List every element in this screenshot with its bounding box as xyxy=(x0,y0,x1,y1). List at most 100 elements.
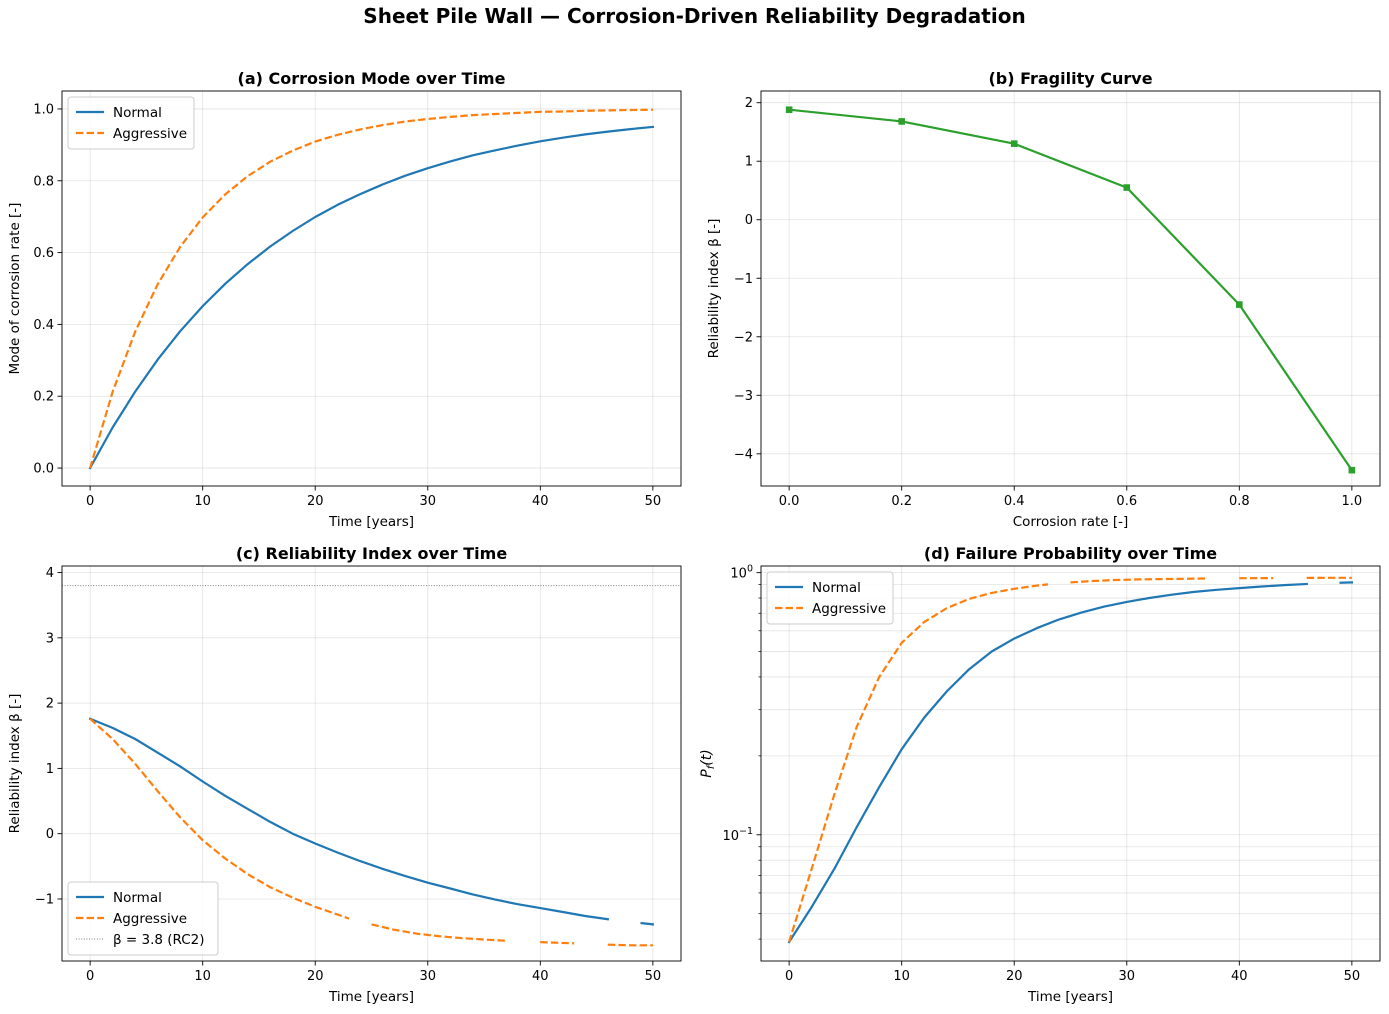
y-tick-label: −2 xyxy=(734,330,753,345)
x-tick-label: 0.4 xyxy=(1004,494,1025,509)
legend-label: Aggressive xyxy=(812,601,886,617)
series-line-aggressive-1 xyxy=(1070,577,1206,584)
y-axis-label: Reliability index β [-] xyxy=(706,219,722,359)
x-tick-label: 30 xyxy=(419,969,436,984)
legend-label: Normal xyxy=(812,580,861,596)
x-axis-label: Corrosion rate [-] xyxy=(1013,514,1129,530)
data-point-marker xyxy=(1010,140,1018,147)
x-tick-label: 0.6 xyxy=(1116,494,1137,509)
y-axis-label: Pf(t) xyxy=(699,749,717,777)
x-tick-label: 20 xyxy=(1006,969,1023,984)
data-point-marker xyxy=(785,106,793,114)
x-tick-label: 0 xyxy=(86,969,94,984)
legend-box xyxy=(67,881,219,956)
y-tick-label: 0 xyxy=(745,213,753,228)
x-tick-label: 40 xyxy=(1231,969,1248,984)
x-tick-label: 30 xyxy=(419,494,436,509)
x-tick-label: 10 xyxy=(194,494,211,509)
x-tick-label: 20 xyxy=(307,494,324,509)
y-tick-label: 2 xyxy=(745,96,753,111)
x-tick-label: 30 xyxy=(1118,969,1135,984)
y-tick-label: −1 xyxy=(35,892,54,907)
legend-box xyxy=(766,571,894,625)
series-line-fragility-0 xyxy=(787,108,1354,472)
x-tick-label: 0 xyxy=(785,969,793,984)
x-tick-label: 10 xyxy=(893,969,910,984)
legend-label: β = 3.8 (RC2) xyxy=(113,932,205,948)
chart-a: 0 10 20 30 40 50 0.0 0.2 0.4 0.6 0.8 1.0 (a) Corrosi… xyxy=(7,69,682,530)
x-axis-label: Time [years] xyxy=(328,514,414,530)
y-tick-label: 0 xyxy=(46,827,54,842)
x-tick-label: 0.0 xyxy=(779,494,800,509)
x-tick-label: 0.8 xyxy=(1229,494,1250,509)
axes-frame xyxy=(61,565,682,962)
y-tick-label: 1 xyxy=(745,155,753,170)
data-point-marker xyxy=(898,118,905,125)
legend: Normal Aggressive β = 3.8 (RC2) xyxy=(67,881,219,956)
x-tick-label: 1.0 xyxy=(1342,494,1363,509)
series-group xyxy=(88,717,655,947)
x-tick-label: 50 xyxy=(645,494,662,509)
series-line-aggressive-3 xyxy=(607,943,653,947)
x-tick-label: 0 xyxy=(86,494,94,509)
chart-title: (b) Fragility Curve xyxy=(988,69,1152,88)
y-axis-label: Mode of corrosion rate [-] xyxy=(7,203,23,375)
y-tick-label: 1.0 xyxy=(33,102,54,117)
y-tick-label: 0.4 xyxy=(33,318,54,333)
axes-frame xyxy=(760,565,1381,962)
data-point-marker xyxy=(1348,466,1356,474)
series-line-normal-0 xyxy=(88,717,610,921)
series-group xyxy=(787,576,1354,944)
chart-title: (a) Corrosion Mode over Time xyxy=(238,69,506,88)
x-tick-label: 20 xyxy=(307,969,324,984)
legend-label: Aggressive xyxy=(113,126,187,142)
grid xyxy=(761,91,1380,486)
x-tick-label: 40 xyxy=(532,969,549,984)
y-tick-label: 2 xyxy=(46,697,54,712)
legend: Normal Aggressive xyxy=(766,571,894,625)
y-tick-label: 1 xyxy=(46,762,54,777)
legend-label: Normal xyxy=(113,105,162,121)
series-group xyxy=(787,108,1354,472)
chart-d: 0 10 20 30 40 50 10−1 100 (d) Failure Probabilit… xyxy=(699,544,1381,1005)
series-line-aggressive-1 xyxy=(371,923,507,942)
y-tick-label: 4 xyxy=(46,566,54,581)
y-tick-label: −4 xyxy=(734,447,753,462)
x-tick-label: 40 xyxy=(532,494,549,509)
y-axis-label: Reliability index β [-] xyxy=(7,694,23,834)
y-tick-label: −3 xyxy=(734,389,753,404)
legend-label: Normal xyxy=(113,890,162,906)
chart-title: (c) Reliability Index over Time xyxy=(236,544,508,563)
series-line-normal-1 xyxy=(640,921,655,926)
figure-title: Sheet Pile Wall — Corrosion-Driven Relia… xyxy=(363,4,1026,28)
y-tick-label: 100 xyxy=(730,564,753,582)
x-axis-label: Time [years] xyxy=(1027,989,1113,1005)
series-line-aggressive-0 xyxy=(788,583,1049,943)
chart-title: (d) Failure Probability over Time xyxy=(924,544,1217,563)
series-line-normal-0 xyxy=(88,125,655,470)
y-tick-label: 3 xyxy=(46,631,54,646)
legend: Normal Aggressive xyxy=(67,96,195,150)
axes-frame xyxy=(61,90,682,487)
series-line-aggressive-0 xyxy=(89,108,653,469)
x-tick-label: 50 xyxy=(645,969,662,984)
axes-frame xyxy=(760,90,1381,487)
grid xyxy=(62,91,681,486)
chart-c: 0 10 20 30 40 50 −1 0 1 2 3 4 (c) Reliability Index … xyxy=(7,544,682,1005)
data-point-marker xyxy=(1123,184,1131,191)
y-tick-label: −1 xyxy=(734,272,753,287)
chart-b: 0.0 0.2 0.4 0.6 0.8 1.0 −4 −3 −2 −1 0 1 2 (b) Fragili… xyxy=(706,69,1381,530)
x-tick-label: 50 xyxy=(1344,969,1361,984)
series-line-normal-0 xyxy=(787,582,1308,944)
y-tick-label: 0.2 xyxy=(33,390,54,405)
series-line-aggressive-2 xyxy=(540,941,575,945)
series-group xyxy=(88,108,655,470)
x-tick-label: 0.2 xyxy=(891,494,912,509)
y-tick-label: 0.0 xyxy=(33,462,54,477)
series-line-aggressive-0 xyxy=(89,717,350,920)
legend-box xyxy=(67,96,195,150)
y-tick-label: 10−1 xyxy=(722,826,753,844)
y-tick-label: 0.8 xyxy=(33,174,54,189)
